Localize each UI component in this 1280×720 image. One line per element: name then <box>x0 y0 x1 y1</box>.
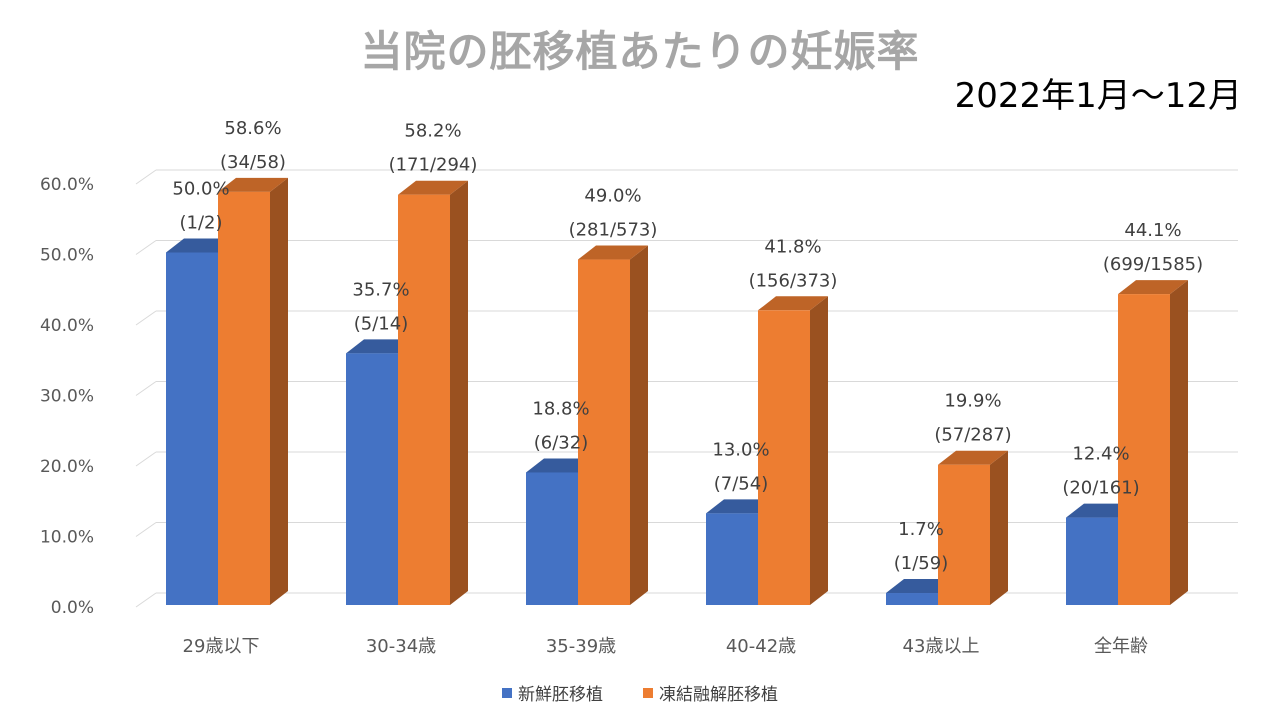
bar-top <box>578 245 648 260</box>
legend-swatch-fresh <box>502 687 512 698</box>
grid-diagonal <box>135 592 157 608</box>
data-label-percent: 18.8% <box>532 398 589 419</box>
bar <box>526 472 578 605</box>
bar-side <box>450 180 468 605</box>
bar-side <box>810 296 828 605</box>
bar <box>886 593 938 605</box>
data-label-percent: 19.9% <box>944 391 1001 412</box>
bar <box>758 310 810 605</box>
x-tick-label: 43歳以上 <box>903 636 980 657</box>
y-tick-label: 60.0% <box>40 175 94 195</box>
bar-side <box>990 450 1008 605</box>
bar <box>578 259 630 605</box>
y-tick-label: 40.0% <box>40 316 94 336</box>
data-label-percent: 1.7% <box>898 519 944 540</box>
data-label-count: (156/373) <box>749 270 838 291</box>
bar <box>218 191 270 605</box>
x-tick-label: 30-34歳 <box>366 636 436 657</box>
bar-chart: 0.0% 10.0% 20.0% 30.0% 40.0% 50.0% 60.0% 50.0% (… <box>40 118 1238 657</box>
y-tick-label: 10.0% <box>40 528 94 548</box>
chart-title: 当院の胚移植あたりの妊娠率 <box>360 27 920 76</box>
y-tick-label: 0.0% <box>51 598 94 618</box>
legend-label-frozen: 凍結融解胚移植 <box>659 685 778 705</box>
data-label-count: (7/54) <box>714 473 768 494</box>
bar <box>1118 294 1170 605</box>
data-label-count: (20/161) <box>1062 478 1139 499</box>
data-label-count: (699/1585) <box>1103 254 1203 275</box>
legend-swatch-frozen <box>643 687 653 698</box>
grid-diagonal <box>135 522 157 537</box>
data-label-percent: 49.0% <box>584 186 641 207</box>
data-label-count: (34/58) <box>220 152 286 173</box>
bar-top <box>218 177 288 192</box>
grid-diagonal <box>135 240 157 255</box>
legend-item-fresh: 新鮮胚移植 <box>502 680 603 705</box>
data-label-percent: 58.2% <box>404 121 461 142</box>
bar-top <box>1118 280 1188 295</box>
bar <box>346 353 398 605</box>
data-label-count: (1/59) <box>894 553 948 574</box>
legend-label-fresh: 新鮮胚移植 <box>518 685 603 705</box>
grid-diagonal <box>135 169 157 185</box>
data-label-count: (5/14) <box>354 313 408 334</box>
x-tick-label: 29歳以下 <box>183 636 260 657</box>
y-tick-label: 50.0% <box>40 246 94 266</box>
x-tick-label: 40-42歳 <box>726 636 796 657</box>
data-label-percent: 13.0% <box>712 439 769 460</box>
data-label-count: (57/287) <box>934 425 1011 446</box>
data-label-percent: 58.6% <box>224 118 281 139</box>
bar-side <box>1170 280 1188 605</box>
bar-side <box>270 177 288 605</box>
x-tick-label: 35-39歳 <box>546 636 616 657</box>
data-label-count: (281/573) <box>569 220 658 241</box>
bar <box>1066 517 1118 605</box>
legend: 新鮮胚移植 凍結融解胚移植 <box>0 680 1280 705</box>
bar-top <box>758 296 828 311</box>
data-label-count: (6/32) <box>534 432 588 453</box>
grid-diagonal <box>135 381 157 396</box>
data-label-percent: 50.0% <box>172 179 229 200</box>
data-label-percent: 35.7% <box>352 279 409 300</box>
bar-side <box>630 245 648 606</box>
data-label-percent: 44.1% <box>1124 220 1181 241</box>
bar <box>398 194 450 605</box>
bar-top <box>938 450 1008 465</box>
bar <box>706 513 758 605</box>
data-label-count: (1/2) <box>179 213 222 234</box>
grid-diagonal <box>135 310 157 326</box>
y-tick-label: 30.0% <box>40 387 94 407</box>
grid-diagonal <box>135 451 157 467</box>
bar-top <box>398 180 468 195</box>
data-label-percent: 41.8% <box>764 236 821 257</box>
bar <box>166 252 218 605</box>
bar <box>938 464 990 605</box>
data-label-percent: 12.4% <box>1072 444 1129 465</box>
y-tick-label: 20.0% <box>40 457 94 477</box>
x-tick-label: 全年齢 <box>1094 636 1148 657</box>
legend-item-frozen: 凍結融解胚移植 <box>643 680 778 705</box>
data-label-count: (171/294) <box>389 155 478 176</box>
period-label: 2022年1月～12月 <box>954 76 1242 116</box>
